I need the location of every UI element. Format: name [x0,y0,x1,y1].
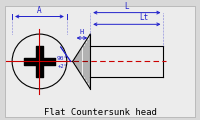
Text: H: H [79,29,84,35]
Text: A: A [37,6,42,15]
Text: 90°: 90° [57,56,68,61]
Text: Flat Countersunk head: Flat Countersunk head [44,108,156,117]
Text: +2°: +2° [58,64,68,69]
FancyBboxPatch shape [5,6,195,117]
Text: L: L [125,2,129,11]
Text: Lt: Lt [140,13,149,22]
